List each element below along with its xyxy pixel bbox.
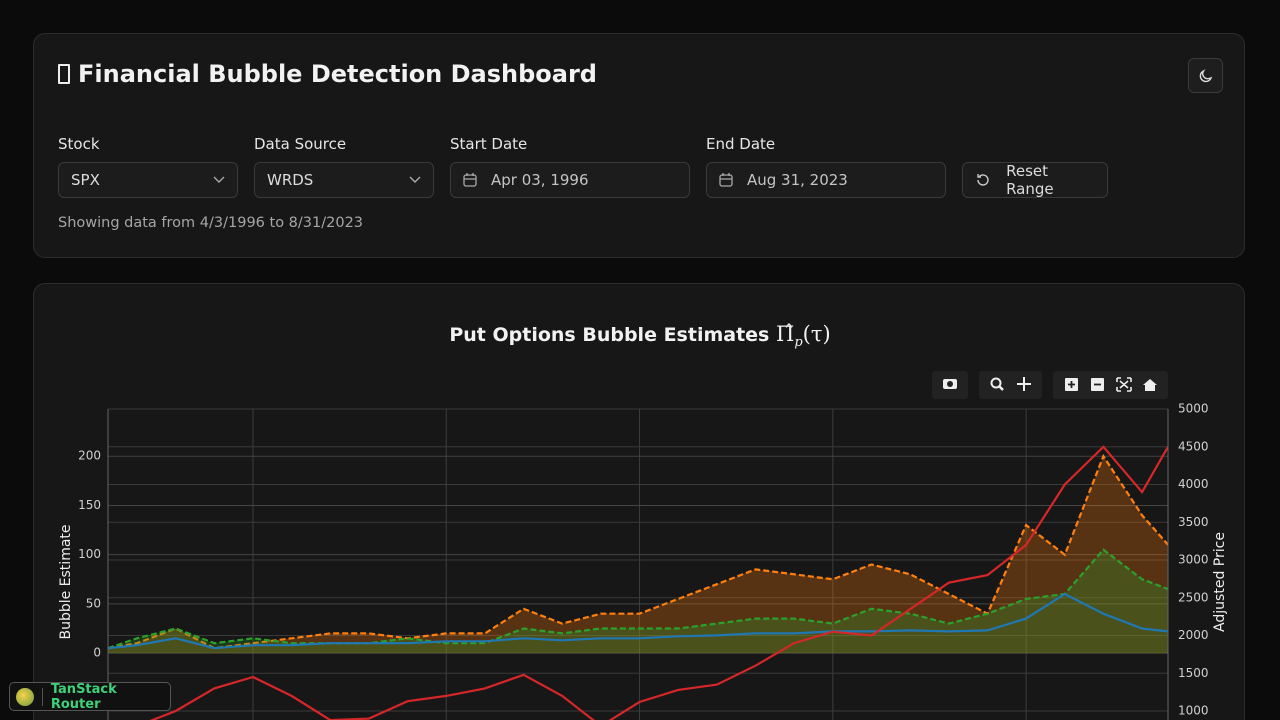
source-select[interactable]: WRDS (254, 162, 434, 198)
math-base: Π̂ (775, 322, 795, 346)
modebar-group (979, 371, 1042, 399)
range-summary: Showing data from 4/3/1996 to 8/31/2023 (58, 215, 364, 231)
chevron (213, 176, 225, 183)
y-tick-label: 0 (93, 646, 101, 660)
y2-axis-title: Adjusted Price (1212, 532, 1228, 632)
y-tick-label: 150 (78, 498, 101, 512)
chevron (409, 176, 421, 183)
zoom-out-button[interactable] (1091, 378, 1104, 391)
math-arg: (τ) (802, 322, 831, 346)
line (108, 453, 1168, 650)
header-title: Financial Bubble Detection Dashboard (58, 60, 597, 88)
stock-select[interactable]: SPX (58, 162, 238, 198)
y2-tick-label: 3000 (1178, 553, 1209, 567)
stock-label: Stock (58, 135, 100, 153)
y2-tick-label: 2500 (1178, 590, 1209, 604)
math-sub: p (794, 335, 803, 351)
y2-tick-label: 4500 (1178, 439, 1209, 453)
chart-title-math: Π̂p(τ) (775, 322, 831, 350)
title-icon (58, 64, 70, 84)
y2-tick-label: 1000 (1178, 704, 1209, 718)
line (108, 592, 1168, 650)
title-text: Financial Bubble Detection Dashboard (78, 60, 597, 88)
area (108, 456, 1168, 654)
end-date-value: Aug 31, 2023 (747, 171, 848, 189)
axes: 0 50 100 150 200 1000 1500 2000 2500 3000 3500 4000… (78, 402, 1209, 720)
line (108, 548, 1168, 650)
source-label: Data Source (254, 135, 347, 153)
devtools-label: TanStack Router (50, 681, 117, 712)
source-value: WRDS (267, 171, 314, 189)
area (108, 549, 1168, 654)
y2-tick-label: 4000 (1178, 477, 1209, 491)
chart: 0 50 100 150 200 1000 1500 2000 2500 3000 3500 4000… (58, 371, 1228, 720)
y-tick-label: 100 (78, 547, 101, 561)
controls-card: Financial Bubble Detection Dashboard Sto… (33, 33, 1245, 258)
y2-tick-label: 3500 (1178, 515, 1209, 529)
camera-button[interactable] (943, 379, 957, 389)
chart-title: Put Options Bubble Estimates Π̂p(τ) (34, 322, 1246, 350)
y-axis-title: Bubble Estimate (58, 524, 74, 639)
devtools-badge[interactable]: TanStack Router (9, 681, 171, 712)
devtools-logo (16, 687, 34, 706)
pan-button[interactable] (1017, 377, 1031, 391)
modebar (932, 371, 1168, 399)
zoom-button[interactable] (990, 377, 1004, 391)
reset-axes-button[interactable] (1143, 379, 1157, 391)
moon-icon (1199, 68, 1212, 82)
reset-icon (977, 174, 989, 186)
line (149, 445, 1168, 720)
zoom-in-button[interactable] (1065, 378, 1078, 391)
reset-button[interactable]: Reset Range (962, 162, 1108, 198)
plot-area (108, 445, 1168, 720)
grid (108, 408, 1168, 720)
y-tick-label: 50 (86, 596, 101, 610)
chart-title-text: Put Options Bubble Estimates (449, 324, 770, 346)
end-label: End Date (706, 135, 776, 153)
y2-tick-label: 2000 (1178, 628, 1209, 642)
stock-value: SPX (71, 171, 100, 189)
y2-tick-label: 1500 (1178, 666, 1209, 680)
start-date-picker[interactable]: Apr 03, 1996 (450, 162, 690, 198)
y-tick-label: 200 (78, 449, 101, 463)
theme-toggle[interactable] (1188, 58, 1223, 93)
start-date-value: Apr 03, 1996 (491, 171, 589, 189)
autoscale-button[interactable] (1116, 377, 1132, 392)
calendar-icon (463, 173, 477, 187)
calendar-icon (719, 173, 733, 187)
modebar-group (1053, 371, 1168, 399)
end-date-picker[interactable]: Aug 31, 2023 (706, 162, 946, 198)
reset-label: Reset Range (1006, 162, 1054, 198)
y2-tick-label: 5000 (1178, 402, 1209, 416)
separator (41, 687, 43, 706)
start-label: Start Date (450, 135, 528, 153)
